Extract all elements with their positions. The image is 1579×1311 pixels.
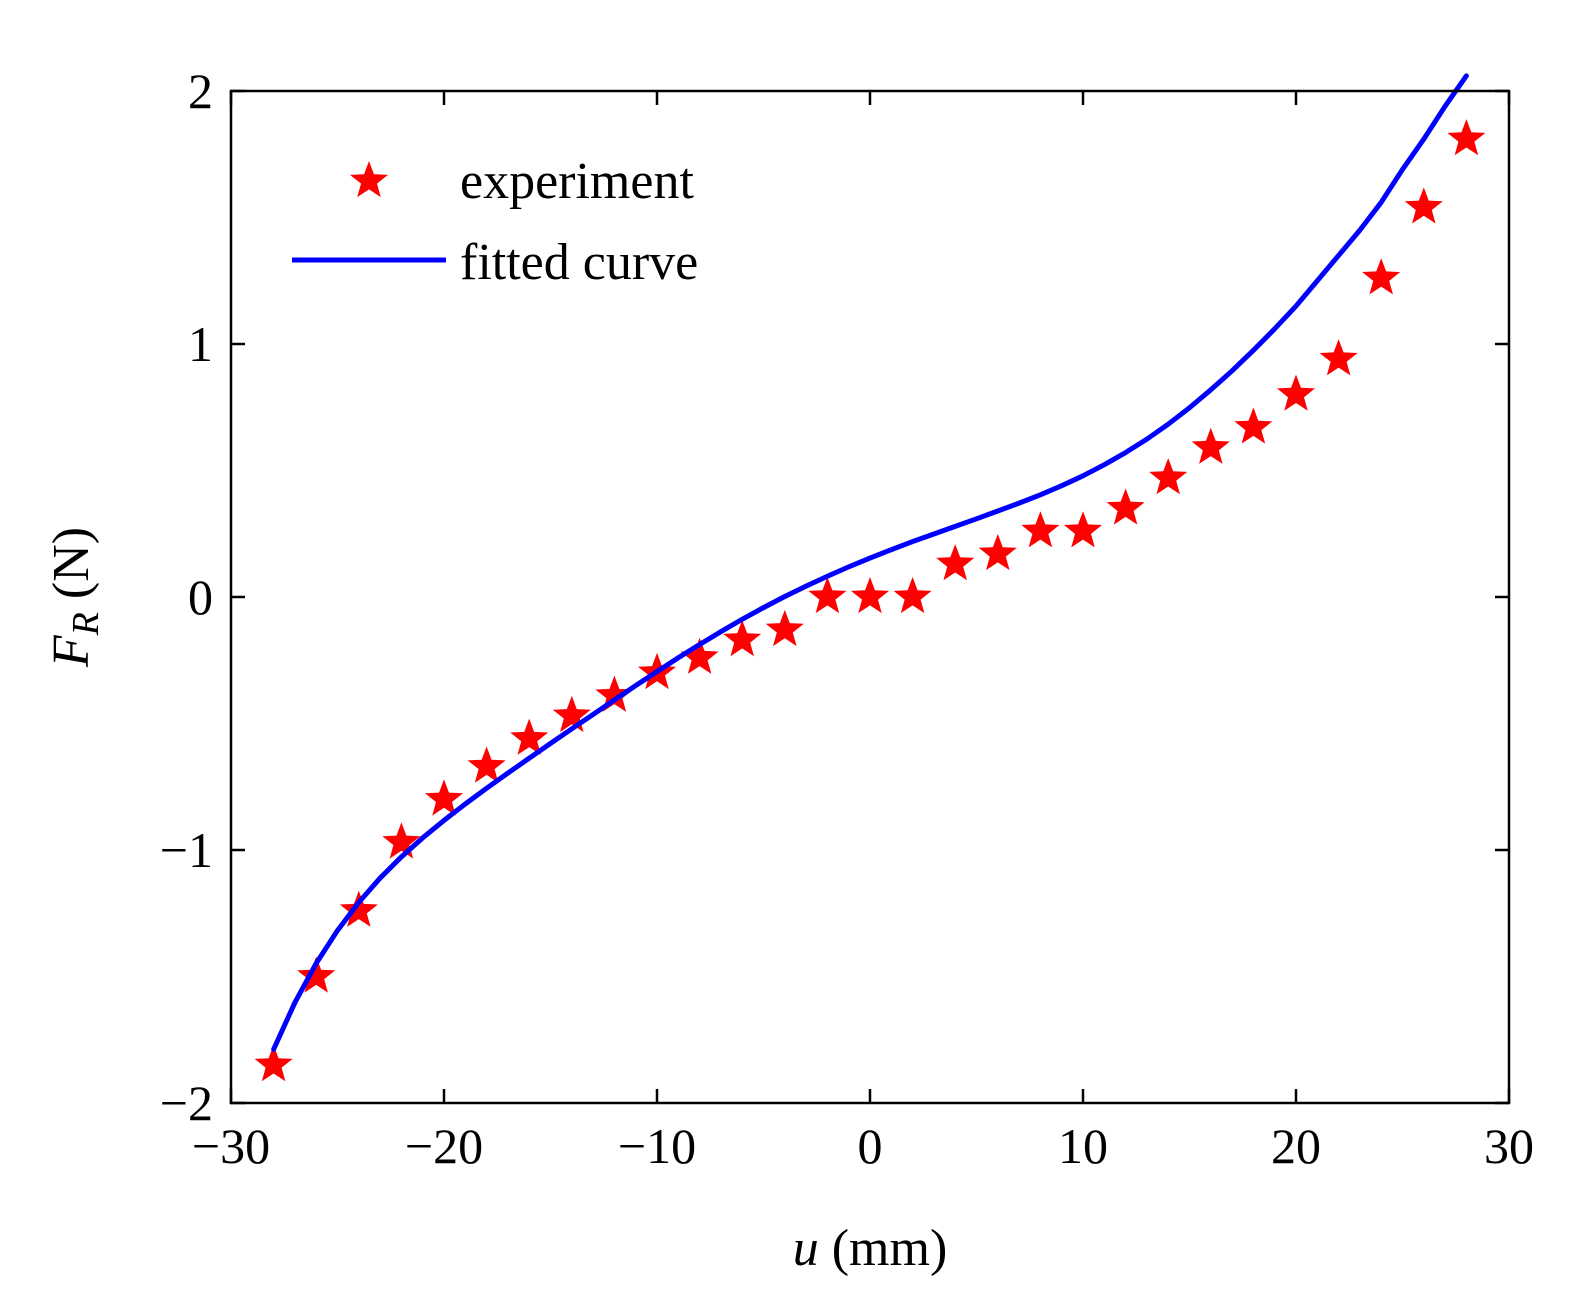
experiment-point	[510, 718, 549, 755]
y-tick-label: 1	[188, 316, 213, 372]
x-tick-label: 30	[1484, 1118, 1534, 1174]
y-tick-label: 0	[188, 569, 213, 625]
experiment-point	[723, 620, 762, 657]
x-tick-label: −10	[618, 1118, 696, 1174]
y-axis-unit: (N)	[43, 527, 100, 612]
experiment-point	[254, 1045, 293, 1082]
experiment-point	[339, 890, 378, 927]
experiment-point	[1447, 119, 1486, 156]
y-axis-subscript: R	[65, 612, 107, 636]
legend-label-fitted-curve: fitted curve	[460, 234, 698, 291]
experiment-point	[1276, 374, 1316, 411]
x-axis-symbol: u	[793, 1220, 819, 1277]
experiment-point	[1191, 427, 1230, 464]
legend-marker-experiment	[349, 161, 389, 198]
experiment-point	[680, 637, 719, 674]
experiment-point	[978, 533, 1017, 571]
legend-label-experiment: experiment	[460, 153, 694, 210]
experiment-point	[1149, 458, 1188, 495]
plot-area	[254, 73, 1486, 1082]
x-axis-unit: (mm)	[819, 1220, 948, 1277]
fitted-curve-line	[271, 73, 1469, 1052]
experiment-point	[297, 956, 336, 993]
experiment-point	[595, 675, 634, 712]
experiment-point	[1404, 187, 1443, 224]
experiment-point	[424, 779, 464, 816]
y-axis-label: FR (N)	[43, 527, 107, 668]
experiment-point	[1106, 488, 1145, 525]
experiment-point	[765, 609, 804, 647]
experiment-point	[382, 822, 421, 859]
experiment-point	[552, 695, 591, 733]
x-tick-label: 0	[858, 1118, 883, 1174]
x-axis-label: u (mm)	[793, 1220, 948, 1277]
experiment-point	[1063, 511, 1103, 548]
experiment-point	[1234, 407, 1273, 444]
y-axis-symbol: F	[43, 634, 100, 668]
experiment-point	[808, 577, 847, 614]
legend: experiment fitted curve	[292, 153, 698, 291]
x-tick-label: −20	[405, 1118, 483, 1174]
experiment-point	[936, 544, 975, 581]
y-tick-label: −1	[160, 822, 213, 878]
experiment-point	[850, 577, 890, 614]
x-tick-label: −30	[192, 1118, 270, 1174]
y-tick-label: −2	[160, 1075, 213, 1131]
experiment-point	[1021, 511, 1060, 548]
x-tick-label: 10	[1058, 1118, 1108, 1174]
x-tick-label: 20	[1271, 1118, 1321, 1174]
y-tick-label: 2	[188, 63, 213, 119]
experiment-point	[467, 746, 506, 783]
experiment-point	[1362, 258, 1401, 295]
experiment-point	[1319, 339, 1358, 376]
plot-frame	[229, 89, 1511, 1105]
experiment-point	[893, 577, 932, 614]
